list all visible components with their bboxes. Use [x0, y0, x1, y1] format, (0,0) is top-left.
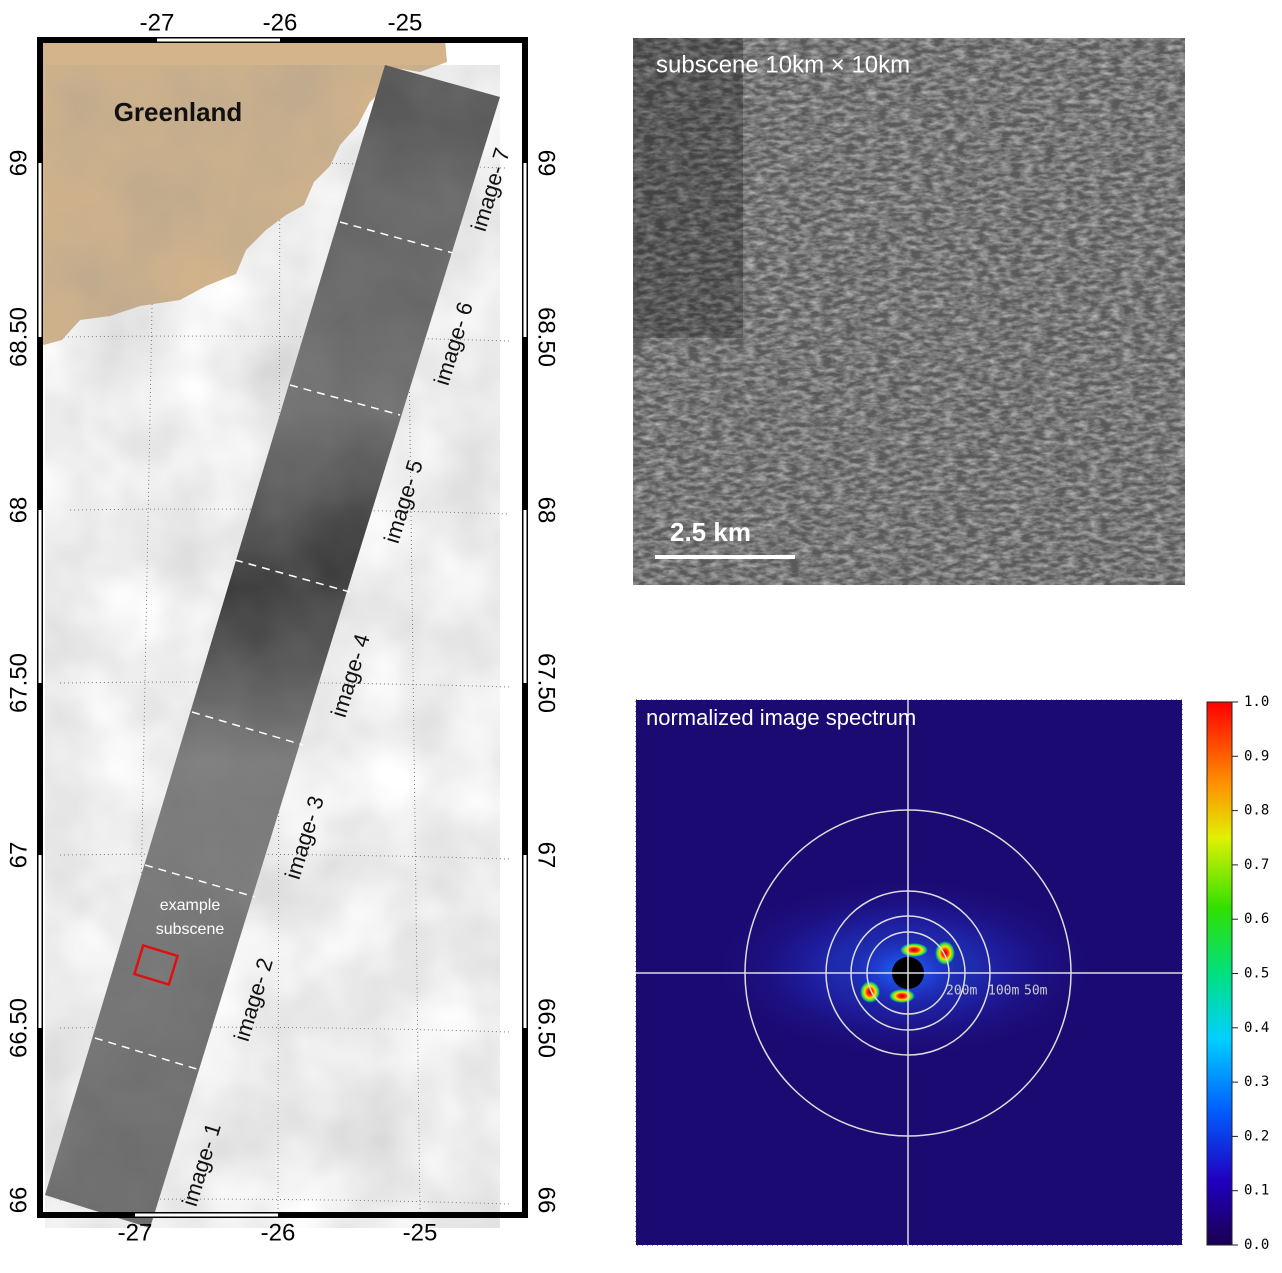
lat-label: 67.50: [533, 653, 560, 713]
colorbar: [1207, 702, 1232, 1245]
ring-label: 200m: [946, 984, 977, 999]
lon-label: -27: [140, 9, 175, 36]
scale-bar-label: 2.5 km: [670, 517, 751, 547]
colorbar-label: 0.7: [1244, 857, 1269, 873]
subscene-shade: [633, 38, 743, 338]
subscene-label: example: [160, 897, 221, 914]
colorbar-label: 0.3: [1244, 1074, 1269, 1090]
ring-label: 100m: [988, 984, 1019, 999]
colorbar-label: 0.5: [1244, 966, 1269, 982]
lon-label: -26: [261, 1219, 296, 1246]
lon-label: -26: [263, 9, 298, 36]
ring-label: 50m: [1024, 984, 1048, 999]
lat-label: 68: [533, 497, 560, 524]
colorbar-label: 0.1: [1244, 1183, 1269, 1199]
lat-label: 67: [5, 842, 32, 869]
peak: [889, 989, 915, 1003]
lat-label: 67.50: [5, 653, 32, 713]
land-label: Greenland: [114, 97, 243, 127]
lat-label: 66.50: [533, 998, 560, 1058]
colorbar-label: 0.8: [1244, 803, 1269, 819]
colorbar-label: 0.0: [1244, 1237, 1269, 1253]
peak: [900, 943, 928, 957]
subscene-label: subscene: [156, 921, 225, 938]
colorbar-ticks: 0.0 0.1 0.2 0.3 0.4 0.5 0.6 0.7 0.8 0.9 1.0: [1232, 694, 1269, 1253]
lat-label: 68.50: [5, 307, 32, 367]
lat-label: 67: [533, 842, 560, 869]
lat-label: 69: [5, 150, 32, 177]
figure: Greenland example subscene -27 -26 -25 -27 -…: [0, 0, 1282, 1273]
map-panel: Greenland example subscene -27 -26 -25 -27 -…: [5, 9, 559, 1246]
colorbar-label: 1.0: [1244, 694, 1269, 710]
spectrum-panel: 200m 100m 50m normalized image spectrum …: [636, 694, 1269, 1253]
lat-label: 66: [5, 1187, 32, 1214]
lat-label: 68: [5, 497, 32, 524]
colorbar-label: 0.9: [1244, 748, 1269, 764]
subscene-panel: subscene 10km × 10km 2.5 km: [633, 38, 1185, 585]
subscene-title: subscene 10km × 10km: [656, 51, 910, 78]
colorbar-label: 0.2: [1244, 1128, 1269, 1144]
lat-label: 69: [533, 150, 560, 177]
lat-label: 66: [533, 1187, 560, 1214]
lat-label: 68.50: [533, 307, 560, 367]
lat-label: 66.50: [5, 998, 32, 1058]
colorbar-label: 0.6: [1244, 911, 1269, 927]
colorbar-label: 0.4: [1244, 1020, 1269, 1036]
lon-label: -25: [403, 1219, 438, 1246]
lon-label: -25: [388, 9, 423, 36]
lon-label: -27: [118, 1219, 153, 1246]
spectrum-title: normalized image spectrum: [646, 705, 916, 730]
